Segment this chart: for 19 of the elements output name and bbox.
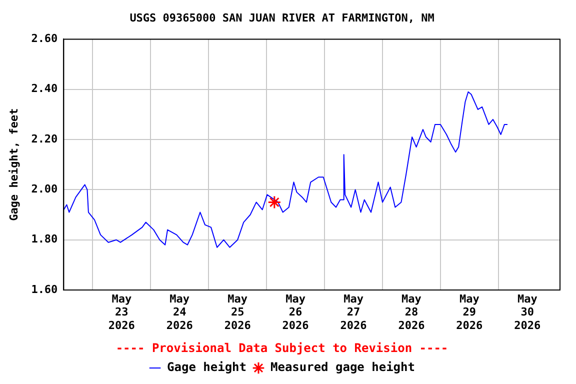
y-tick-label: 1.80 <box>31 232 58 246</box>
x-tick-label: May 30 2026 <box>514 292 542 332</box>
y-tick-label: 1.60 <box>31 282 58 296</box>
x-tick-label: May 24 2026 <box>166 292 194 332</box>
chart-title: USGS 09365000 SAN JUAN RIVER AT FARMINGTON, NM <box>130 11 435 24</box>
legend-label: Measured gage height <box>270 360 415 374</box>
y-tick-label: 2.60 <box>31 32 58 46</box>
x-tick-label: May 28 2026 <box>398 292 426 332</box>
text: ---- Provisional Data Subject to Revision ---- <box>116 340 448 355</box>
x-tick-label: May 29 2026 <box>456 292 484 332</box>
y-tick-label: 2.40 <box>31 82 58 96</box>
y-tick-label: 2.20 <box>31 132 58 146</box>
x-tick-label: May 27 2026 <box>340 292 368 332</box>
legend-label: Gage height <box>167 360 247 374</box>
x-tick-label: May 23 2026 <box>108 292 136 332</box>
y-tick-label: 2.00 <box>31 182 58 196</box>
y-axis-title: Gage height, feet <box>7 108 20 221</box>
x-tick-label: May 26 2026 <box>282 292 310 332</box>
x-tick-label: May 25 2026 <box>224 292 252 332</box>
